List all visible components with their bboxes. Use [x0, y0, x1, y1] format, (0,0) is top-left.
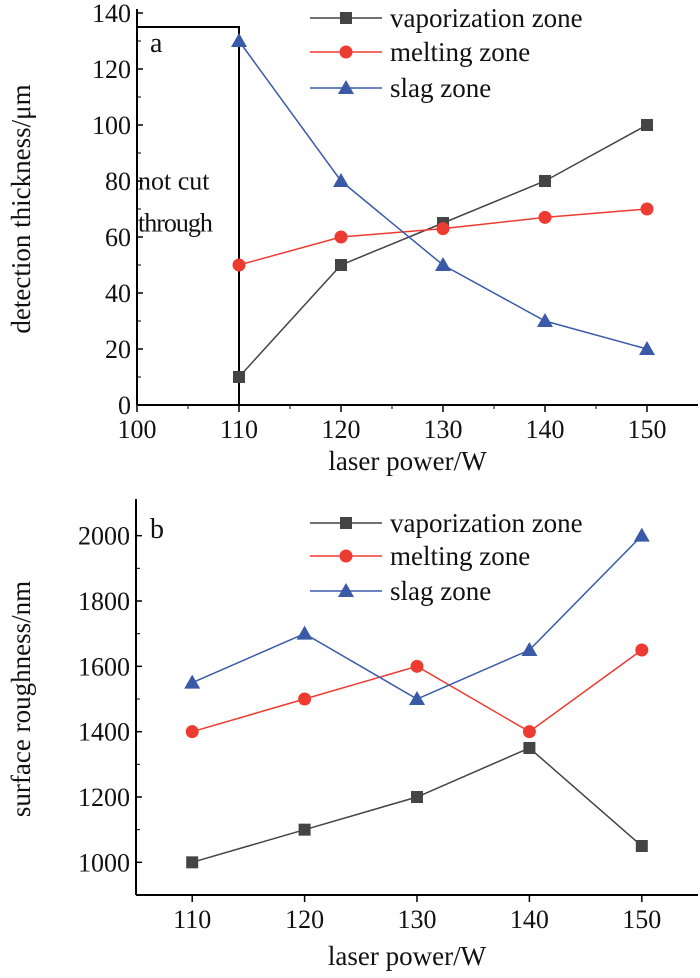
data-point — [184, 674, 201, 689]
data-point — [298, 823, 311, 836]
legend-marker — [339, 45, 353, 59]
y-tick-label: 140 — [92, 0, 131, 28]
data-point — [296, 625, 313, 640]
x-tick-label: 140 — [526, 415, 565, 444]
data-point — [409, 691, 425, 705]
data-point — [521, 642, 538, 656]
data-point — [633, 527, 650, 542]
data-point — [523, 742, 536, 754]
legend-marker — [339, 549, 353, 563]
not-cut-region-boundary — [137, 26, 240, 405]
data-point — [641, 119, 653, 131]
series-melting-zone — [185, 643, 649, 739]
x-tick-label: 110 — [173, 905, 211, 934]
chart-panel-a: 0 20 40 60 80 100 120 140 100 110 120 130 140 150 lase… — [6, 0, 698, 476]
series-slag-zone — [184, 527, 650, 705]
data-point — [639, 341, 655, 355]
data-point — [640, 202, 654, 216]
panel-label: b — [150, 514, 164, 545]
y-tick-label: 40 — [105, 279, 131, 308]
x-tick-label: 130 — [424, 415, 463, 444]
y-tick-label: 1200 — [78, 783, 130, 812]
data-point — [635, 840, 648, 852]
y-axis-label: surface roughness/nm — [6, 581, 36, 817]
data-point — [335, 259, 347, 271]
x-tick-label: 140 — [510, 905, 549, 934]
series-slag-zone — [231, 33, 655, 355]
data-point — [436, 222, 450, 236]
x-axis-label: laser power/W — [328, 941, 487, 971]
legend-label: vaporization zone — [390, 3, 583, 33]
y-tick-label: 1400 — [78, 718, 130, 747]
data-point — [435, 257, 451, 271]
data-point — [231, 33, 247, 47]
data-point — [298, 692, 312, 706]
data-point — [333, 173, 349, 187]
x-tick-label: 120 — [322, 415, 361, 444]
legend-marker — [340, 12, 352, 24]
y-tick-label: 1800 — [78, 587, 130, 616]
data-point — [635, 643, 649, 657]
x-axis-label: laser power/W — [328, 446, 487, 476]
y-tick-label: 0 — [118, 391, 131, 420]
series-vaporization-zone — [233, 119, 653, 383]
legend-label: melting zone — [390, 541, 530, 571]
y-tick-label: 60 — [105, 223, 131, 252]
data-point — [539, 175, 551, 187]
data-point — [232, 258, 246, 272]
annotation-text: not cut — [138, 166, 210, 195]
data-point — [233, 371, 245, 383]
y-tick-label: 100 — [92, 111, 131, 140]
annotation-text: through — [138, 208, 213, 237]
y-tick-label: 2000 — [78, 522, 130, 551]
x-tick-label: 110 — [220, 415, 258, 444]
x-tick-label: 130 — [398, 905, 437, 934]
chart-panel-b: 1000 1200 1400 1600 1800 2000 110 120 130 140 150 l… — [6, 499, 698, 971]
legend-marker — [338, 80, 354, 94]
legend-label: vaporization zone — [390, 508, 583, 538]
y-tick-label: 120 — [92, 55, 131, 84]
y-tick-label: 80 — [105, 167, 131, 196]
data-point — [411, 791, 423, 803]
data-point — [186, 856, 199, 869]
y-axis-label: detection thickness/μm — [6, 84, 36, 333]
y-tick-label: 1000 — [78, 848, 130, 877]
legend-label: slag zone — [390, 73, 491, 103]
y-tick-label: 1600 — [78, 652, 130, 681]
panel-label: a — [150, 28, 163, 59]
x-tick-label: 150 — [622, 905, 661, 934]
data-point — [522, 725, 536, 739]
series-vaporization-zone — [186, 742, 648, 869]
series-line — [238, 124, 648, 378]
data-point — [410, 659, 424, 673]
data-point — [537, 313, 553, 327]
legend-marker — [338, 583, 354, 597]
series-line — [191, 747, 643, 864]
legend-label: slag zone — [390, 576, 491, 606]
x-tick-label: 120 — [285, 905, 324, 934]
series-melting-zone — [232, 202, 654, 272]
y-tick-label: 20 — [105, 335, 131, 364]
data-point — [334, 230, 348, 244]
legend-marker — [340, 517, 352, 529]
x-tick-label: 150 — [628, 415, 667, 444]
data-point — [538, 210, 552, 224]
data-point — [185, 725, 199, 739]
x-tick-label: 100 — [118, 415, 157, 444]
legend-label: melting zone — [390, 37, 530, 67]
